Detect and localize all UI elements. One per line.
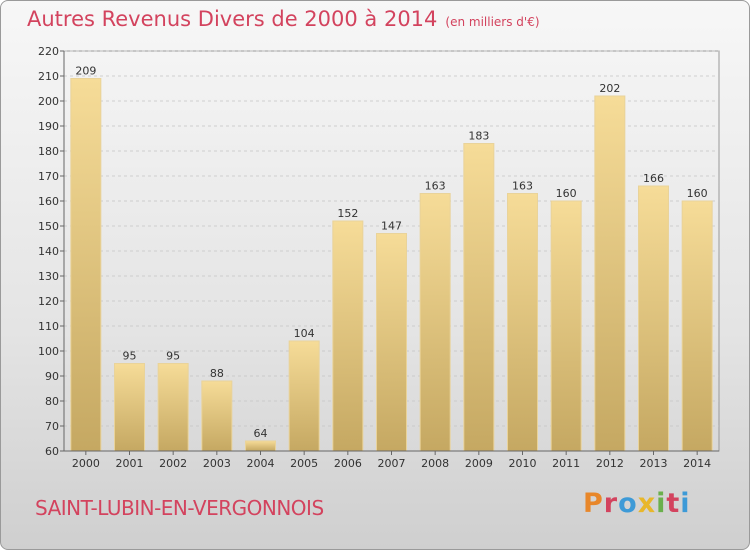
logo-letter: r [603, 488, 619, 519]
bar-data-label: 166 [643, 172, 664, 185]
y-tick-label: 140 [38, 245, 59, 258]
y-tick-label: 170 [38, 170, 59, 183]
bar-data-label: 152 [337, 207, 358, 220]
y-tick-label: 210 [38, 70, 59, 83]
bar-data-label: 202 [599, 82, 620, 95]
bar [681, 200, 713, 452]
y-tick-label: 100 [38, 345, 59, 358]
proxiti-logo[interactable]: Proxiti [583, 488, 691, 519]
bar [70, 78, 102, 452]
logo-letter: t [666, 488, 681, 519]
logo-letter: i [656, 488, 667, 519]
y-tick-label: 180 [38, 145, 59, 158]
bar [114, 363, 145, 452]
x-tick-label: 2006 [334, 457, 362, 470]
bar-data-label: 183 [468, 130, 489, 143]
x-tick-label: 2007 [378, 457, 406, 470]
bar [376, 233, 407, 452]
bar [245, 440, 276, 452]
y-tick-label: 160 [38, 195, 59, 208]
place-name: SAINT-LUBIN-EN-VERGONNOIS [35, 496, 324, 520]
bar [419, 193, 451, 452]
y-tick-label: 80 [45, 395, 59, 408]
y-tick-label: 110 [38, 320, 59, 333]
y-tick-label: 90 [45, 370, 59, 383]
x-tick-label: 2005 [290, 457, 318, 470]
bar [507, 193, 538, 452]
bar [638, 185, 669, 452]
bar [288, 340, 320, 452]
bar [594, 95, 626, 452]
y-tick-label: 150 [38, 220, 59, 233]
chart-title: Autres Revenus Divers de 2000 à 2014 (en … [27, 7, 540, 31]
y-tick-label: 200 [38, 95, 59, 108]
chart-title-text: Autres Revenus Divers de 2000 à 2014 [27, 7, 438, 31]
x-tick-label: 2014 [683, 457, 711, 470]
bar-data-label: 160 [687, 187, 708, 200]
bar [332, 220, 364, 452]
bar-data-label: 64 [254, 427, 268, 440]
bar-data-label: 160 [556, 187, 577, 200]
y-tick-label: 130 [38, 270, 59, 283]
y-tick-label: 190 [38, 120, 59, 133]
bar [157, 363, 189, 452]
y-tick-label: 60 [45, 445, 59, 458]
x-tick-label: 2013 [640, 457, 668, 470]
bar [201, 380, 233, 452]
y-tick-label: 70 [45, 420, 59, 433]
x-tick-label: 2008 [421, 457, 449, 470]
y-tick-label: 120 [38, 295, 59, 308]
x-tick-label: 2010 [509, 457, 537, 470]
x-tick-label: 2004 [247, 457, 275, 470]
x-tick-label: 2009 [465, 457, 493, 470]
logo-letter: i [680, 488, 691, 519]
bar-data-label: 163 [512, 180, 533, 193]
bar-data-label: 209 [75, 65, 96, 78]
logo-letter: x [637, 488, 657, 519]
bar-data-label: 163 [425, 180, 446, 193]
x-tick-label: 2012 [596, 457, 624, 470]
y-tick-label: 220 [38, 45, 59, 58]
x-tick-label: 2001 [116, 457, 144, 470]
chart-subtitle: (en milliers d'€) [445, 15, 540, 29]
logo-letter: o [618, 488, 638, 519]
x-tick-label: 2002 [159, 457, 187, 470]
bar [550, 200, 582, 452]
logo-letter: P [583, 488, 604, 519]
bar-data-label: 88 [210, 367, 224, 380]
bar-data-label: 95 [166, 350, 180, 363]
bar-data-label: 147 [381, 220, 402, 233]
x-tick-label: 2000 [72, 457, 100, 470]
bar [463, 143, 495, 452]
x-tick-label: 2003 [203, 457, 231, 470]
bar-data-label: 95 [123, 350, 137, 363]
bar-data-label: 104 [294, 327, 315, 340]
x-tick-label: 2011 [552, 457, 580, 470]
